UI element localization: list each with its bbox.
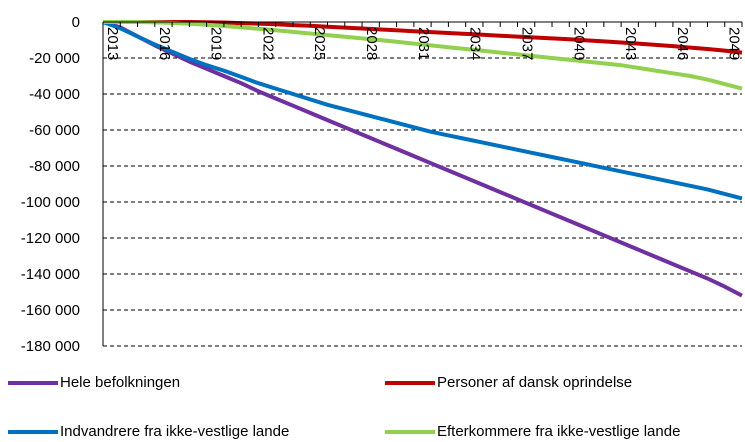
x-tick-label: 2016 xyxy=(156,27,173,60)
x-tick-label: 2028 xyxy=(363,27,380,60)
x-tick-label: 2043 xyxy=(622,27,639,60)
y-axis-tick-labels: 0 -20 000 -40 000 -60 000 -80 000 -100 000 -12… xyxy=(21,14,80,355)
legend-swatch-hele-befolkningen xyxy=(8,380,58,385)
x-tick-label: 2049 xyxy=(726,27,743,60)
x-axis: 2013 2016 2019 2022 2025 2028 2031 2034 2037 2040… xyxy=(102,21,743,346)
x-tick-label: 2013 xyxy=(104,27,121,60)
legend: Hele befolkningen Personer af dansk opri… xyxy=(0,360,745,442)
y-tick-label: -140 000 xyxy=(21,266,80,283)
legend-label-dansk-oprindelse: Personer af dansk oprindelse xyxy=(437,374,633,391)
series-line-0 xyxy=(102,20,743,298)
y-tick-label: -40 000 xyxy=(29,86,80,103)
y-tick-label: -160 000 xyxy=(21,302,80,319)
legend-item-hele-befolkningen: Hele befolkningen xyxy=(8,374,180,391)
x-tick-label: 2022 xyxy=(259,27,276,60)
line-chart: 0 -20 000 -40 000 -60 000 -80 000 -100 000 -12… xyxy=(21,14,743,355)
y-tick-label: 0 xyxy=(72,14,80,31)
series-line-2 xyxy=(102,20,743,201)
legend-swatch-efterkommere xyxy=(385,429,435,434)
y-tick-label: -120 000 xyxy=(21,230,80,247)
x-tick-label: 2034 xyxy=(467,27,484,60)
y-tick-label: -60 000 xyxy=(29,122,80,139)
legend-item-indvandrere: Indvandrere fra ikke-vestlige lande xyxy=(8,423,289,440)
x-tick-label: 2037 xyxy=(518,27,535,60)
legend-swatch-indvandrere xyxy=(8,429,58,434)
x-tick-label: 2046 xyxy=(674,27,691,60)
y-tick-label: -180 000 xyxy=(21,338,80,355)
grid-layer xyxy=(103,57,742,347)
x-tick-label: 2019 xyxy=(208,27,225,60)
legend-label-efterkommere: Efterkommere fra ikke-vestlige lande xyxy=(437,423,681,440)
legend-item-dansk-oprindelse: Personer af dansk oprindelse xyxy=(385,374,632,391)
x-tick-label: 2025 xyxy=(311,27,328,60)
legend-swatch-dansk-oprindelse xyxy=(385,380,435,385)
y-tick-label: -100 000 xyxy=(21,194,80,211)
series-line-3 xyxy=(103,20,743,91)
y-tick-label: -80 000 xyxy=(29,158,80,175)
legend-item-efterkommere: Efterkommere fra ikke-vestlige lande xyxy=(385,423,680,440)
y-tick-label: -20 000 xyxy=(29,50,80,67)
legend-label-indvandrere: Indvandrere fra ikke-vestlige lande xyxy=(60,423,290,440)
x-tick-label: 2040 xyxy=(570,27,587,60)
series-lines xyxy=(102,20,743,298)
x-tick-label: 2031 xyxy=(415,27,432,60)
legend-label-hele-befolkningen: Hele befolkningen xyxy=(60,374,181,391)
